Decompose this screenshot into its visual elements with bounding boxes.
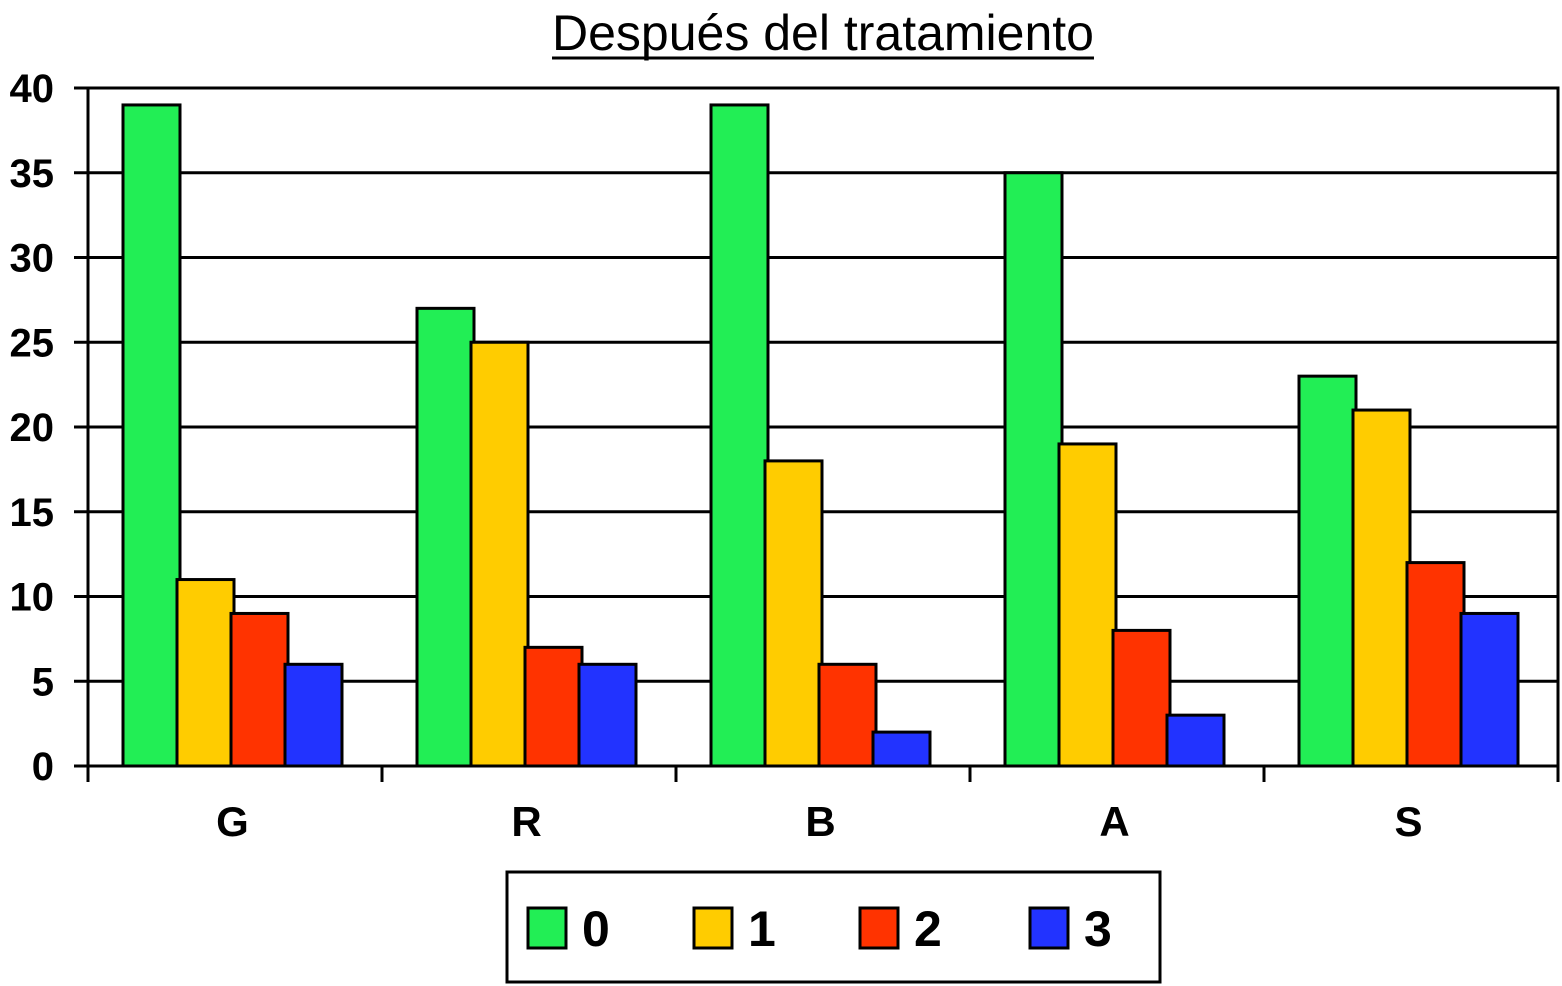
bar-G-series-3 — [283, 662, 344, 768]
x-tick-label: G — [216, 798, 249, 845]
y-tick-label: 25 — [10, 321, 55, 365]
legend-label-0: 0 — [582, 901, 610, 957]
bar-S-series-2 — [1405, 561, 1466, 768]
y-tick-label: 20 — [10, 406, 55, 450]
y-tick-label: 15 — [10, 491, 55, 535]
y-tick-label: 35 — [10, 152, 55, 196]
bar-S-series-3 — [1459, 611, 1520, 768]
bar-R-series-0 — [415, 306, 476, 768]
x-tick-label: R — [511, 798, 541, 845]
y-tick-label: 10 — [10, 576, 55, 620]
bar-R-series-2 — [523, 645, 584, 768]
bar-S-series-0 — [1297, 374, 1358, 768]
x-tick-label: S — [1394, 798, 1422, 845]
bar-G-series-1 — [175, 578, 236, 768]
x-tick-label: B — [805, 798, 835, 845]
bar-A-series-3 — [1165, 713, 1226, 768]
x-tick-label: A — [1099, 798, 1129, 845]
bar-S-series-1 — [1351, 408, 1412, 768]
legend-swatch-1 — [692, 906, 734, 950]
bar-R-series-3 — [577, 662, 638, 768]
bar-G-series-2 — [229, 611, 290, 768]
legend-swatch-0 — [526, 906, 568, 950]
bars — [121, 103, 1520, 768]
bar-B-series-0 — [709, 103, 770, 768]
y-tick-label: 0 — [32, 745, 54, 789]
bar-B-series-1 — [763, 459, 824, 768]
y-tick-label: 30 — [10, 237, 55, 281]
bar-A-series-1 — [1057, 442, 1118, 768]
legend-label-1: 1 — [748, 901, 776, 957]
legend-swatch-3 — [1028, 906, 1070, 950]
bar-B-series-2 — [817, 662, 878, 768]
bar-A-series-0 — [1003, 171, 1064, 768]
bar-G-series-0 — [121, 103, 182, 768]
legend-swatch-2 — [858, 906, 900, 950]
y-tick-label: 40 — [10, 67, 55, 111]
bar-R-series-1 — [469, 340, 530, 768]
bar-B-series-3 — [871, 730, 932, 768]
legend-label-3: 3 — [1084, 901, 1112, 957]
legend-label-2: 2 — [914, 901, 942, 957]
bar-A-series-2 — [1111, 628, 1172, 768]
chart-title: Después del tratamiento — [552, 5, 1094, 61]
y-tick-label: 5 — [32, 660, 54, 704]
legend: 0 1 2 3 — [505, 870, 1162, 984]
y-axis: 0 5 10 15 20 25 30 35 40 — [10, 67, 88, 789]
